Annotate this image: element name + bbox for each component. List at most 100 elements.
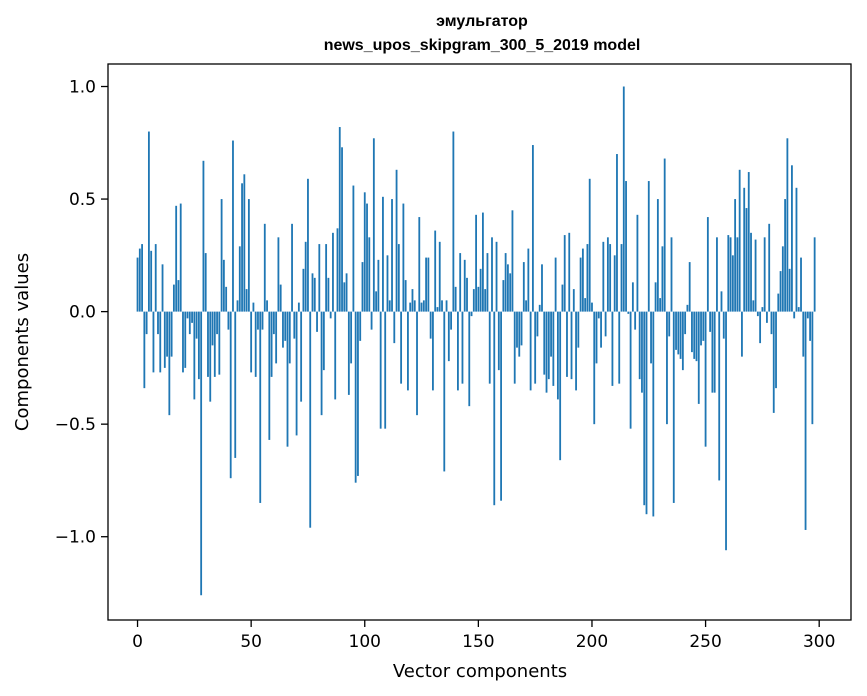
- bar: [781, 246, 784, 312]
- bar: [247, 199, 250, 312]
- bar: [516, 311, 518, 348]
- bar: [752, 300, 755, 312]
- bar: [779, 271, 782, 312]
- bar: [500, 311, 502, 501]
- bar: [327, 277, 330, 312]
- bar: [488, 311, 491, 384]
- bar: [731, 255, 734, 312]
- bar: [261, 311, 264, 330]
- bar: [316, 311, 318, 332]
- bar: [311, 273, 314, 312]
- bar: [295, 311, 298, 436]
- bar: [350, 311, 353, 364]
- bar: [606, 237, 609, 312]
- bar: [386, 255, 389, 312]
- bar: [411, 289, 414, 312]
- bars-group: [136, 86, 816, 596]
- bar: [454, 286, 457, 312]
- bar: [270, 311, 273, 377]
- bar: [297, 302, 300, 312]
- bar: [402, 203, 405, 312]
- bar: [282, 311, 284, 348]
- bar: [141, 244, 143, 312]
- bar: [691, 311, 693, 353]
- bar: [745, 208, 748, 312]
- bar: [645, 311, 648, 515]
- bar: [629, 311, 632, 429]
- bar: [159, 311, 162, 373]
- bar: [429, 311, 432, 339]
- bar: [720, 291, 723, 312]
- bar: [257, 311, 259, 330]
- bar: [706, 217, 709, 312]
- bar: [506, 264, 509, 312]
- bar: [620, 244, 623, 312]
- bar: [702, 311, 705, 341]
- bar: [475, 214, 478, 312]
- x-tick-label: 300: [803, 632, 835, 652]
- y-axis-ticks: −1.0 −0.5 0.0 0.5 1.0: [55, 78, 108, 548]
- bar: [688, 262, 691, 312]
- bar: [518, 311, 521, 357]
- bar: [684, 311, 687, 335]
- bar: [338, 127, 341, 312]
- bar: [193, 311, 196, 400]
- bar: [227, 311, 230, 330]
- bar: [636, 214, 639, 312]
- bar: [236, 300, 239, 312]
- bar: [200, 311, 203, 596]
- bar: [225, 286, 228, 312]
- bar: [768, 223, 771, 312]
- bar: [309, 311, 312, 528]
- bar: [786, 138, 789, 312]
- bar: [259, 311, 262, 503]
- bar: [250, 311, 253, 373]
- bar: [522, 262, 525, 312]
- bar: [375, 291, 378, 312]
- bar: [718, 311, 721, 481]
- bar: [675, 311, 677, 350]
- bar: [461, 311, 464, 384]
- bar: [609, 244, 612, 312]
- bar: [457, 311, 459, 391]
- bar: [272, 311, 275, 335]
- bar: [795, 187, 798, 312]
- bar: [525, 300, 527, 312]
- bar: [754, 239, 757, 312]
- bar: [570, 311, 573, 380]
- bar: [679, 311, 682, 359]
- bar: [797, 307, 800, 312]
- bar: [643, 311, 646, 506]
- x-axis-label: Vector components: [393, 661, 567, 682]
- bar: [547, 311, 550, 380]
- bar: [438, 241, 441, 312]
- y-tick-label: 1.0: [69, 78, 96, 98]
- chart-subtitle: news_upos_skipgram_300_5_2019 model: [324, 37, 641, 54]
- bar: [616, 154, 618, 312]
- bar: [661, 246, 664, 312]
- bar: [477, 286, 480, 312]
- bar: [243, 174, 246, 312]
- bar: [563, 235, 566, 312]
- bar: [695, 311, 698, 362]
- bar: [425, 257, 428, 312]
- bar: [659, 298, 662, 312]
- bar: [770, 311, 773, 335]
- bar: [513, 311, 516, 384]
- bar: [288, 311, 291, 364]
- bar: [575, 311, 577, 391]
- bar: [163, 311, 166, 368]
- bar: [313, 277, 316, 312]
- bar: [588, 178, 591, 312]
- bar: [559, 311, 562, 461]
- bar: [686, 304, 689, 312]
- bar: [581, 248, 584, 312]
- plot-frame: [107, 63, 852, 621]
- bar: [504, 253, 507, 312]
- bar: [436, 307, 439, 312]
- bar: [566, 311, 568, 377]
- bar: [529, 311, 532, 391]
- bar: [750, 232, 752, 312]
- bar: [232, 140, 234, 312]
- bar: [143, 311, 146, 389]
